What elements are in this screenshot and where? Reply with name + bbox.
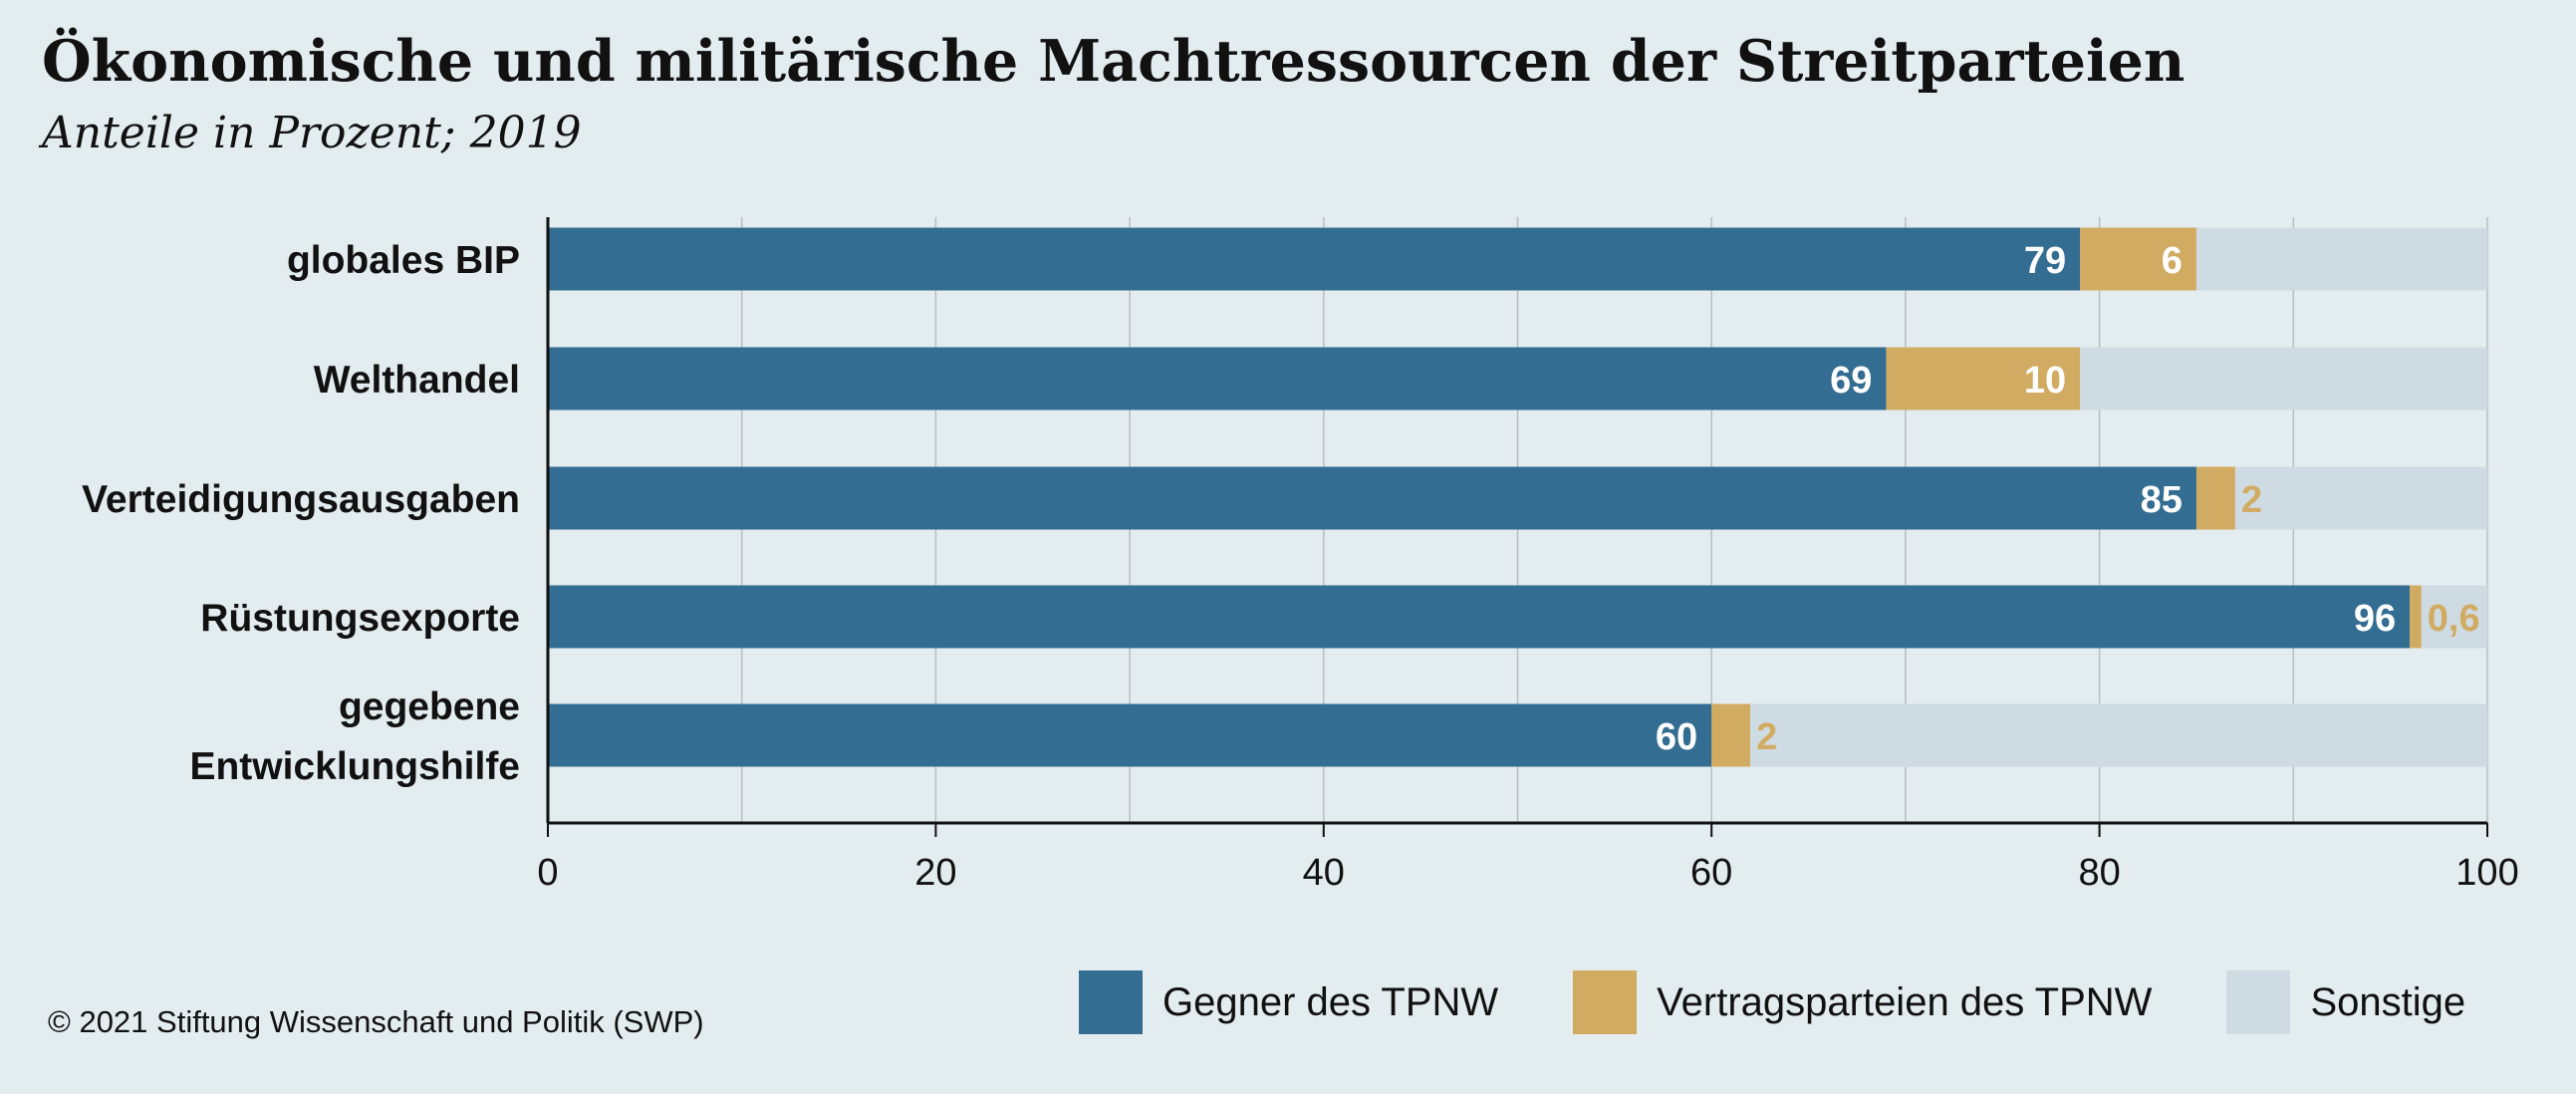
x-tick-label: 80 [2078,852,2120,894]
copyright-note: © 2021 Stiftung Wissenschaft und Politik… [48,1004,704,1039]
legend-swatch-sonstige [2226,970,2291,1034]
legend-item-sonstige: Sonstige [2226,970,2465,1034]
category-label: Welthandel [314,359,520,402]
bar-segment [548,347,1887,410]
data-label: 6 [2162,240,2183,282]
category-label: Verteidigungsausgaben [82,478,520,521]
category-label: Entwicklungshilfe [189,745,520,788]
bar-segment [548,466,2196,530]
legend-swatch-vertragsparteien [1573,970,1638,1034]
x-tick-label: 40 [1303,852,1345,894]
x-tick-label: 0 [537,852,558,894]
x-tick-label: 100 [2455,852,2518,894]
data-label: 96 [2354,598,2396,640]
bar-segment [1711,703,1751,767]
category-label: globales BIP [287,239,520,282]
bar-segment [2080,227,2196,291]
bar-segment [2234,466,2487,530]
bar-segment [2195,466,2235,530]
legend-swatch-gegner [1079,970,1143,1034]
bar-segment [2421,585,2487,649]
data-label: 85 [2141,479,2183,521]
category-label: Rüstungsexporte [200,597,520,640]
legend-label-sonstige: Sonstige [2310,979,2466,1024]
data-label: 79 [2024,240,2066,282]
bar-segment [548,227,2081,291]
legend-item-vertragsparteien: Vertragsparteien des TPNW [1573,970,2152,1034]
data-label: 2 [2241,479,2262,521]
bar-segment [2195,227,2487,291]
bar-segment [2080,347,2487,410]
data-label: 0,6 [2428,598,2480,640]
x-tick-label: 60 [1690,852,1732,894]
chart-legend: Gegner des TPNW Vertragsparteien des TPN… [1079,970,2465,1034]
chart-title: Ökonomische und militärische Machtressou… [42,28,2186,95]
legend-label-gegner: Gegner des TPNW [1162,979,1499,1024]
bar-segment [2410,585,2422,649]
legend-item-gegner: Gegner des TPNW [1079,970,1498,1034]
data-label: 2 [1756,716,1777,758]
data-label: 60 [1656,716,1697,758]
bar-segment [1750,703,2487,767]
bar-segment [1886,347,2081,410]
bar-segment [548,703,1712,767]
x-tick-label: 20 [914,852,956,894]
data-label: 10 [2024,360,2066,402]
chart-subtitle: Anteile in Prozent; 2019 [42,108,582,158]
legend-label-vertragsparteien: Vertragsparteien des TPNW [1657,979,2153,1024]
bar-segment [548,585,2411,649]
data-label: 69 [1830,360,1872,402]
category-label: gegebene [339,685,520,728]
